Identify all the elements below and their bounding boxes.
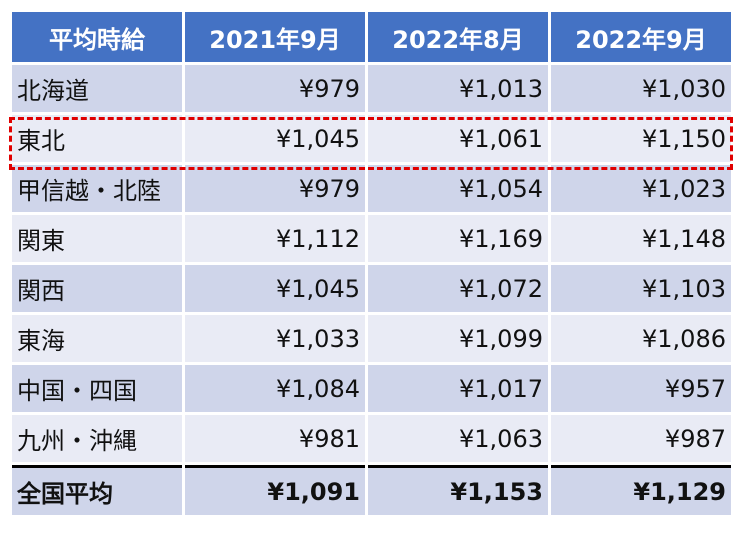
region-cell: 九州・沖縄 xyxy=(12,415,182,462)
value-cell: ¥1,169 xyxy=(368,215,548,262)
table-row: 中国・四国 ¥1,084 ¥1,017 ¥957 xyxy=(12,365,731,412)
value-cell: ¥987 xyxy=(551,415,731,462)
value-cell: ¥1,045 xyxy=(185,265,365,312)
value-cell: ¥979 xyxy=(185,65,365,112)
region-cell: 東北 xyxy=(12,115,182,162)
value-cell: ¥1,099 xyxy=(368,315,548,362)
region-cell: 北海道 xyxy=(12,65,182,112)
value-cell: ¥979 xyxy=(185,165,365,212)
region-cell: 中国・四国 xyxy=(12,365,182,412)
value-cell: ¥957 xyxy=(551,365,731,412)
value-cell: ¥1,023 xyxy=(551,165,731,212)
average-hourly-wage-table: 平均時給 2021年9月 2022年8月 2022年9月 北海道 ¥979 ¥1… xyxy=(9,9,734,518)
header-cell-2022-08: 2022年8月 xyxy=(368,12,548,62)
region-cell: 関東 xyxy=(12,215,182,262)
value-cell: ¥981 xyxy=(185,415,365,462)
value-cell: ¥1,017 xyxy=(368,365,548,412)
total-value-cell: ¥1,091 xyxy=(185,465,365,515)
value-cell: ¥1,148 xyxy=(551,215,731,262)
table-row: 関西 ¥1,045 ¥1,072 ¥1,103 xyxy=(12,265,731,312)
total-row: 全国平均 ¥1,091 ¥1,153 ¥1,129 xyxy=(12,465,731,515)
table-row: 甲信越・北陸 ¥979 ¥1,054 ¥1,023 xyxy=(12,165,731,212)
total-value-cell: ¥1,129 xyxy=(551,465,731,515)
value-cell: ¥1,112 xyxy=(185,215,365,262)
value-cell: ¥1,150 xyxy=(551,115,731,162)
table-row: 関東 ¥1,112 ¥1,169 ¥1,148 xyxy=(12,215,731,262)
value-cell: ¥1,086 xyxy=(551,315,731,362)
table-row: 九州・沖縄 ¥981 ¥1,063 ¥987 xyxy=(12,415,731,462)
value-cell: ¥1,033 xyxy=(185,315,365,362)
region-cell: 関西 xyxy=(12,265,182,312)
header-row: 平均時給 2021年9月 2022年8月 2022年9月 xyxy=(12,12,731,62)
table-row: 東北 ¥1,045 ¥1,061 ¥1,150 xyxy=(12,115,731,162)
region-cell: 甲信越・北陸 xyxy=(12,165,182,212)
value-cell: ¥1,013 xyxy=(368,65,548,112)
value-cell: ¥1,030 xyxy=(551,65,731,112)
value-cell: ¥1,072 xyxy=(368,265,548,312)
value-cell: ¥1,063 xyxy=(368,415,548,462)
value-cell: ¥1,103 xyxy=(551,265,731,312)
table-row: 北海道 ¥979 ¥1,013 ¥1,030 xyxy=(12,65,731,112)
value-cell: ¥1,045 xyxy=(185,115,365,162)
value-cell: ¥1,084 xyxy=(185,365,365,412)
table-row: 東海 ¥1,033 ¥1,099 ¥1,086 xyxy=(12,315,731,362)
header-cell-2022-09: 2022年9月 xyxy=(551,12,731,62)
header-cell-2021-09: 2021年9月 xyxy=(185,12,365,62)
total-label-cell: 全国平均 xyxy=(12,465,182,515)
total-value-cell: ¥1,153 xyxy=(368,465,548,515)
header-cell-label: 平均時給 xyxy=(12,12,182,62)
value-cell: ¥1,061 xyxy=(368,115,548,162)
value-cell: ¥1,054 xyxy=(368,165,548,212)
wage-table-container: 平均時給 2021年9月 2022年8月 2022年9月 北海道 ¥979 ¥1… xyxy=(9,9,734,518)
region-cell: 東海 xyxy=(12,315,182,362)
